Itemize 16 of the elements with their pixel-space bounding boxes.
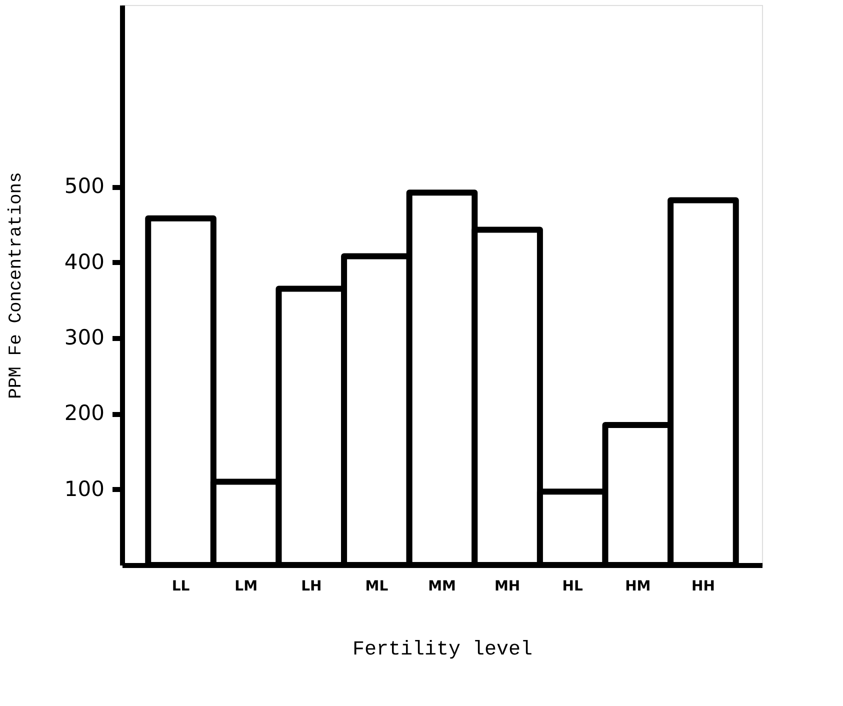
y-tick-label: 200 xyxy=(64,401,104,426)
y-tick-label: 400 xyxy=(64,250,104,274)
x-tick-label: HM xyxy=(625,578,651,594)
x-tick-label: MH xyxy=(494,578,520,594)
y-axis-title: PPM Fe Concentrations xyxy=(6,172,26,399)
x-tick-label: HH xyxy=(692,578,715,594)
x-tick-label: LL xyxy=(172,578,190,594)
y-tick-label: 300 xyxy=(64,325,104,350)
x-tick-label: ML xyxy=(365,578,388,594)
x-axis-title: Fertility level xyxy=(352,638,533,662)
x-tick-label: LH xyxy=(301,578,322,594)
x-tick-label: MM xyxy=(428,578,456,594)
x-tick-label: LM xyxy=(234,578,258,594)
y-tick-label: 500 xyxy=(64,174,104,198)
x-tick-label: HL xyxy=(562,578,584,594)
y-tick-label: 100 xyxy=(64,476,104,501)
